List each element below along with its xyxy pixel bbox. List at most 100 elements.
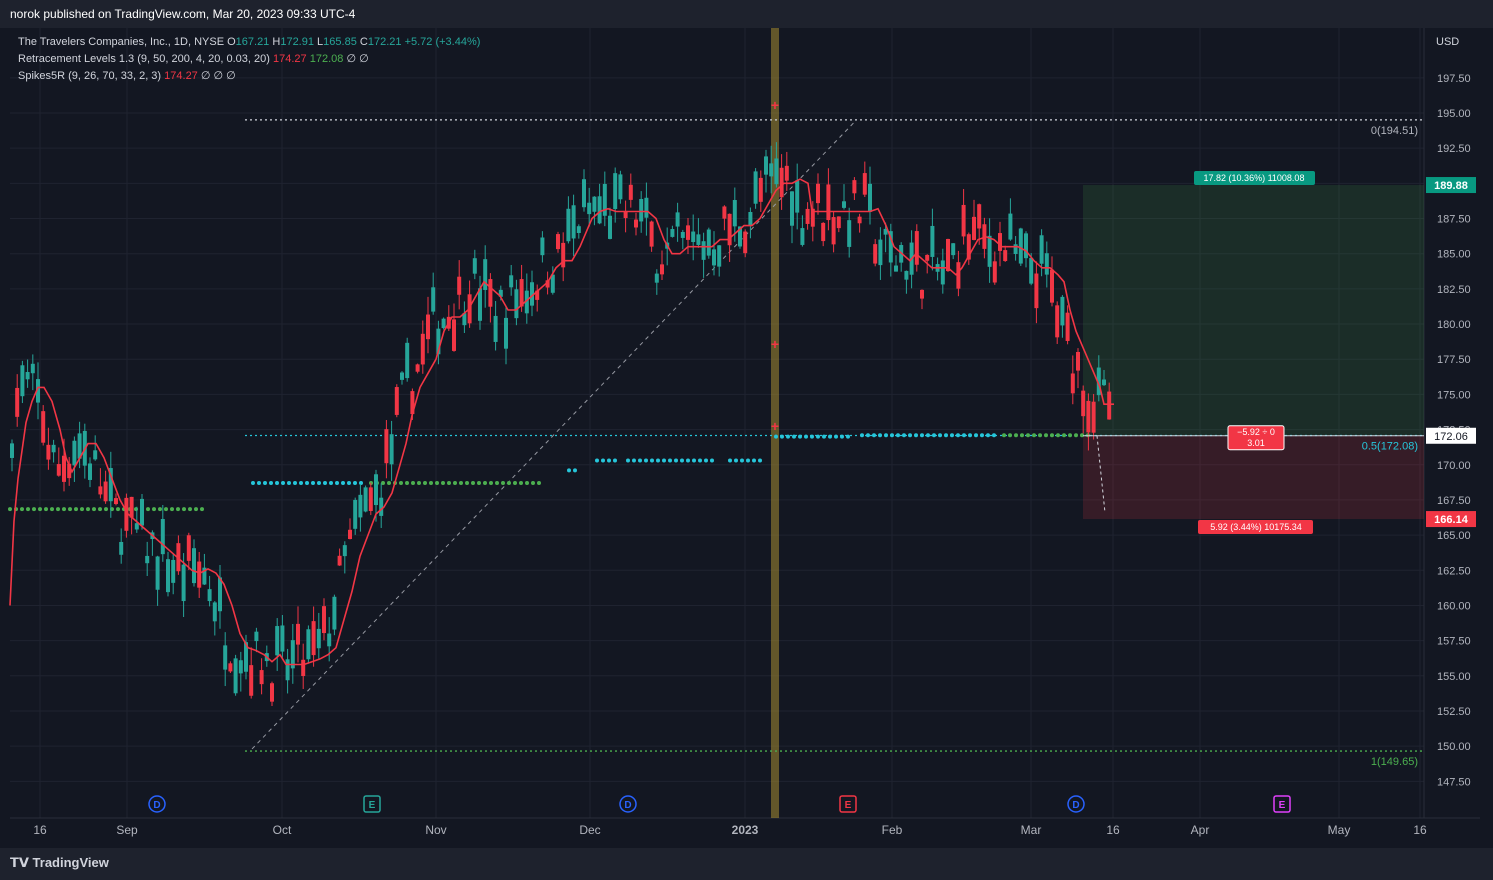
candle-body[interactable] [238,660,243,674]
candle-body[interactable] [904,270,909,280]
candle-body[interactable] [134,523,139,530]
candle-body[interactable] [556,234,560,250]
candle-body[interactable] [140,498,144,526]
candle-body[interactable] [862,173,867,195]
candle-body[interactable] [576,226,581,234]
candle-body[interactable] [488,279,493,307]
candle-body[interactable] [285,659,290,681]
candle-body[interactable] [493,315,498,342]
candle-body[interactable] [218,577,222,612]
candle-body[interactable] [748,211,753,226]
candle-body[interactable] [212,602,217,622]
candle-body[interactable] [306,629,311,660]
candle-body[interactable] [888,231,893,263]
candle-body[interactable] [644,197,649,218]
candle-body[interactable] [613,173,618,209]
candle-body[interactable] [51,444,56,453]
candle-body[interactable] [342,545,347,557]
candle-body[interactable] [920,289,924,299]
candle-body[interactable] [228,663,233,672]
candle-body[interactable] [462,313,467,326]
candle-body[interactable] [940,260,945,285]
candle-body[interactable] [62,455,66,482]
candle-body[interactable] [618,174,623,200]
candle-body[interactable] [1107,391,1112,420]
candle-body[interactable] [649,221,654,247]
candle-body[interactable] [186,535,191,561]
candle-body[interactable] [160,518,165,555]
candle-body[interactable] [1081,390,1086,417]
candle-body[interactable] [119,541,124,555]
candle-body[interactable] [561,242,566,268]
candle-body[interactable] [374,474,378,506]
candle-body[interactable] [441,318,446,329]
candle-body[interactable] [129,496,134,518]
candle-body[interactable] [800,228,805,245]
candle-body[interactable] [966,234,971,260]
candle-body[interactable] [873,244,878,264]
candle-body[interactable] [1055,305,1060,338]
candle-body[interactable] [691,231,696,243]
candle-body[interactable] [379,497,384,516]
candle-body[interactable] [108,468,113,502]
candle-body[interactable] [774,158,779,185]
candle-body[interactable] [587,202,592,215]
candle-body[interactable] [701,241,706,260]
candle-body[interactable] [946,238,950,272]
candle-body[interactable] [30,363,35,374]
candle-body[interactable] [836,216,841,229]
candle-body[interactable] [25,372,30,380]
candle-body[interactable] [784,165,789,181]
candle-body[interactable] [1060,296,1065,326]
position-profit-zone[interactable] [1083,185,1424,436]
candle-body[interactable] [602,183,607,216]
candle-body[interactable] [1050,269,1054,303]
candle-body[interactable] [270,683,274,702]
candle-body[interactable] [275,626,280,656]
candle-body[interactable] [296,623,300,645]
candle-body[interactable] [727,213,732,246]
candle-body[interactable] [498,289,503,297]
candle-body[interactable] [914,231,919,265]
candle-body[interactable] [431,287,436,312]
legend-symbol[interactable]: The Travelers Companies, Inc., 1D, NYSE [18,36,225,48]
candle-body[interactable] [790,191,794,226]
candle-body[interactable] [675,212,680,227]
candle-body[interactable] [1029,257,1034,284]
candle-body[interactable] [93,450,98,460]
candle-body[interactable] [384,429,389,464]
candle-body[interactable] [1076,351,1080,371]
candle-body[interactable] [394,387,399,415]
candle-body[interactable] [894,265,898,272]
candle-body[interactable] [951,243,956,256]
candle-body[interactable] [623,210,628,219]
candle-body[interactable] [987,235,992,267]
candle-body[interactable] [732,200,737,227]
candle-body[interactable] [363,487,368,512]
candle-body[interactable] [717,245,722,267]
candle-body[interactable] [857,216,862,224]
candle-body[interactable] [805,208,810,224]
candle-body[interactable] [472,258,477,274]
candle-body[interactable] [628,184,633,200]
candle-body[interactable] [301,659,306,677]
candle-body[interactable] [316,628,321,649]
candle-body[interactable] [467,294,472,324]
candle-body[interactable] [868,183,872,212]
dividend-event-icon[interactable] [1067,795,1085,813]
candle-body[interactable] [831,217,836,245]
candle-body[interactable] [15,387,20,417]
candle-body[interactable] [358,494,363,518]
candle-body[interactable] [545,280,550,288]
candle-body[interactable] [405,342,410,379]
candle-body[interactable] [1034,273,1039,309]
candle-body[interactable] [171,559,176,583]
candle-body[interactable] [1008,213,1013,240]
candle-body[interactable] [519,279,524,307]
candle-body[interactable] [758,177,763,202]
tradingview-logo[interactable]: 𝗧𝗩 TradingView [10,855,109,871]
legend-indicator-2[interactable]: Spikes5R (9, 26, 70, 33, 2, 3) 174.27 ∅ … [18,68,480,85]
candle-body[interactable] [540,237,545,256]
candle-body[interactable] [930,225,935,257]
candle-body[interactable] [582,179,586,208]
